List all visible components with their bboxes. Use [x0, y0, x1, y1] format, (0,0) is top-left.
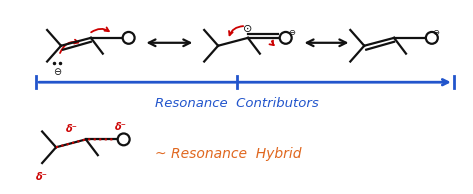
- Text: ⊖: ⊖: [288, 28, 295, 37]
- Text: δ⁻: δ⁻: [36, 172, 48, 182]
- Text: ⊖: ⊖: [53, 68, 61, 77]
- Text: δ⁻: δ⁻: [66, 124, 78, 134]
- Text: ⊖: ⊖: [432, 28, 439, 37]
- FancyArrowPatch shape: [270, 41, 274, 45]
- Text: Resonance  Contributors: Resonance Contributors: [155, 97, 319, 110]
- FancyArrowPatch shape: [60, 40, 79, 53]
- FancyArrowPatch shape: [91, 27, 109, 32]
- FancyArrowPatch shape: [229, 26, 243, 35]
- Text: ⊙: ⊙: [243, 24, 253, 34]
- Text: δ⁻: δ⁻: [115, 122, 127, 132]
- Text: ~ Resonance  Hybrid: ~ Resonance Hybrid: [156, 147, 302, 161]
